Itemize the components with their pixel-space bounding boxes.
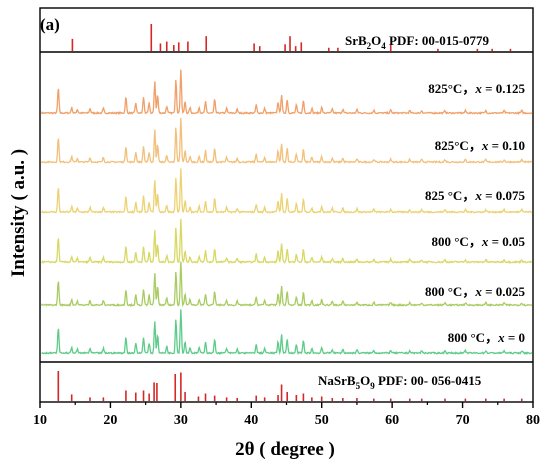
series-label-5: 800 °C，x = 0 [448,330,525,345]
series-label-3: 800 °C，x = 0.05 [431,234,525,249]
series-label-0: 825°C，x = 0.125 [428,81,525,96]
x-tick-label: 30 [174,413,188,428]
x-tick-label: 20 [103,413,117,428]
x-tick-label: 60 [385,413,399,428]
panel-label: (a) [40,15,60,34]
pattern-line-3 [41,218,533,265]
pattern-line-2 [41,168,533,215]
pattern-line-1 [40,117,533,165]
x-tick-label: 70 [456,413,470,428]
x-tick-label: 40 [244,413,258,428]
series-label-4: 800 °C，x = 0.025 [425,284,526,299]
series-labels: 825°C，x = 0.125 825°C，x = 0.10 825 °C，x = … [425,81,526,345]
pattern-line-4 [40,261,533,308]
y-axis-label: Intensity ( a.u. ) [8,149,29,277]
x-axis: 10 20 30 40 50 60 70 80 [33,402,540,428]
series-label-2: 825 °C，x = 0.075 [425,188,526,203]
series-label-1: 825°C，x = 0.10 [435,138,525,153]
x-axis-label: 2θ ( degree ) [235,439,335,460]
x-tick-label: 10 [33,413,47,428]
pattern-line-0 [40,69,533,116]
pattern-line-5 [41,309,533,356]
bottom-reference-label: NaSrB5O9 PDF: 00- 056-0415 [318,373,482,391]
x-tick-label: 80 [526,413,540,428]
top-reference-label: SrB2O4 PDF: 00-015-0779 [345,33,490,51]
x-tick-label: 50 [315,413,329,428]
